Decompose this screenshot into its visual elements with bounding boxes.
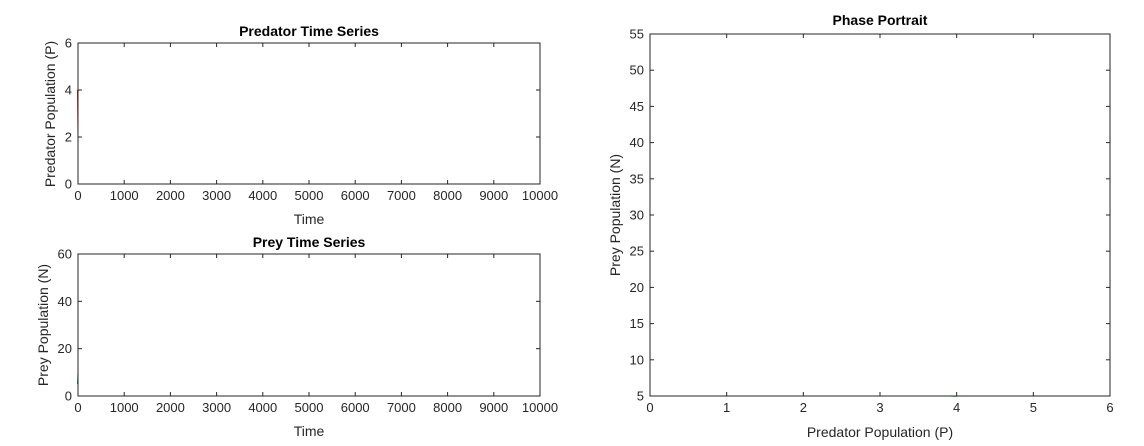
y-tick-label: 2: [65, 130, 72, 145]
y-tick-label: 5: [637, 389, 644, 404]
x-tick-label: 3000: [202, 188, 231, 203]
y-axis-label: Prey Population (N): [35, 264, 51, 386]
plot-area: 0 1000 2000 3000 4000 5000 6000 7000 8000 9000 100…: [58, 247, 559, 416]
y-tick-label: 30: [630, 208, 644, 223]
chart-title: Prey Time Series: [253, 234, 366, 250]
x-tick-label: 6000: [341, 400, 370, 415]
y-tick-label: 45: [630, 99, 644, 114]
y-tick-label: 15: [630, 316, 644, 331]
x-axis-label: Time: [294, 211, 325, 227]
x-tick-label: 2: [800, 400, 807, 415]
x-tick-label: 0: [74, 400, 81, 415]
y-tick-label: 60: [58, 247, 72, 262]
axes-frame: [77, 42, 541, 185]
x-tick-label: 2000: [156, 400, 185, 415]
x-tick-label: 5000: [295, 188, 324, 203]
x-tick-label: 0: [74, 188, 81, 203]
x-tick-label: 7000: [387, 400, 416, 415]
x-tick-label: 2000: [156, 188, 185, 203]
y-tick-label: 20: [630, 280, 644, 295]
y-tick-label: 20: [58, 341, 72, 356]
chart-title: Predator Time Series: [239, 23, 379, 39]
x-tick-label: 1000: [110, 188, 139, 203]
x-tick-label: 10000: [522, 400, 558, 415]
x-tick-label: 4000: [248, 400, 277, 415]
x-tick-label: 9000: [479, 400, 508, 415]
x-axis-label: Time: [294, 423, 325, 439]
x-tick-label: 5000: [295, 400, 324, 415]
y-tick-label: 50: [630, 63, 644, 78]
axes-frame: [649, 33, 1111, 397]
y-tick-label: 40: [630, 135, 644, 150]
chart-title: Phase Portrait: [833, 12, 928, 28]
y-tick-label: 0: [65, 177, 72, 192]
x-tick-label: 1000: [110, 400, 139, 415]
x-tick-label: 8000: [433, 188, 462, 203]
y-axis-label: Predator Population (P): [42, 41, 58, 187]
plot-area: 0 1000 2000 3000 4000 5000 6000 7000 8000 9000 100…: [65, 36, 558, 204]
x-tick-label: 7000: [387, 188, 416, 203]
y-tick-label: 4: [65, 83, 72, 98]
x-axis-label: Predator Population (P): [807, 424, 953, 440]
x-tick-label: 1: [723, 400, 730, 415]
y-tick-label: 35: [630, 171, 644, 186]
y-tick-label: 40: [58, 294, 72, 309]
y-tick-label: 10: [630, 352, 644, 367]
x-tick-label: 4: [953, 400, 960, 415]
y-tick-label: 55: [630, 27, 644, 42]
axes-frame: [77, 253, 541, 397]
y-tick-label: 6: [65, 36, 72, 51]
x-tick-label: 8000: [433, 400, 462, 415]
y-tick-label: 25: [630, 244, 644, 259]
x-tick-label: 4000: [248, 188, 277, 203]
x-tick-label: 3: [876, 400, 883, 415]
x-tick-label: 3000: [202, 400, 231, 415]
x-tick-label: 9000: [479, 188, 508, 203]
x-tick-label: 0: [646, 400, 653, 415]
predator-time-series-chart: 0 1000 2000 3000 4000 5000 6000 7000 8000 9000 100…: [42, 23, 558, 227]
y-axis-label: Prey Population (N): [607, 154, 623, 276]
x-tick-label: 10000: [522, 188, 558, 203]
x-tick-label: 5: [1030, 400, 1037, 415]
y-tick-label: 0: [65, 389, 72, 404]
prey-time-series-chart: 0 1000 2000 3000 4000 5000 6000 7000 8000 9000 100…: [35, 234, 558, 439]
x-tick-label: 6: [1106, 400, 1113, 415]
x-tick-label: 6000: [341, 188, 370, 203]
